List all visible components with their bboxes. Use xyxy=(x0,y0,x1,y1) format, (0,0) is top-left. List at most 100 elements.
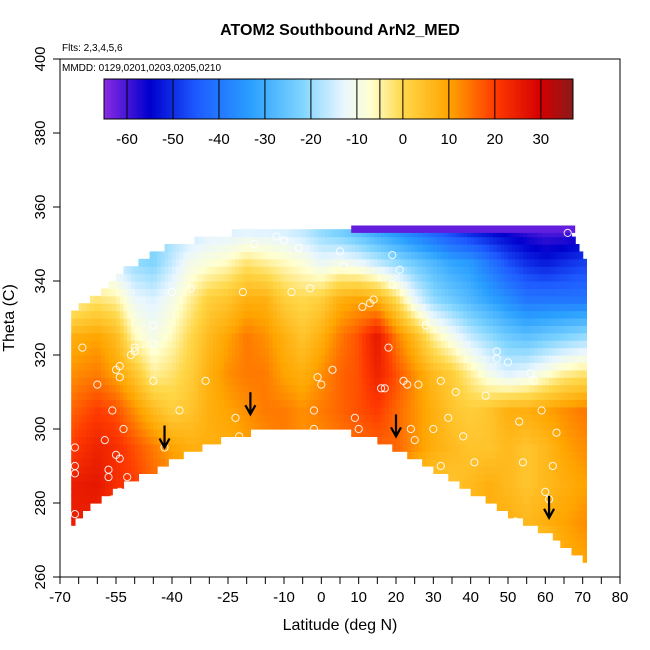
heatmap-cell xyxy=(116,466,121,474)
heatmap-cell xyxy=(183,273,188,282)
heatmap-cell xyxy=(481,399,487,408)
heatmap-cell xyxy=(186,355,192,363)
heatmap-cell xyxy=(351,377,356,386)
heatmap-cell xyxy=(381,362,386,371)
heatmap-cell xyxy=(549,466,554,474)
heatmap-cell xyxy=(362,421,367,430)
heatmap-cell xyxy=(112,399,117,408)
heatmap-cell xyxy=(257,399,263,408)
heatmap-cell xyxy=(74,362,80,371)
heatmap-cell xyxy=(179,414,184,423)
heatmap-cell xyxy=(194,384,199,393)
heatmap-cell xyxy=(552,532,558,541)
heatmap-cell xyxy=(358,251,363,260)
heatmap-cell xyxy=(508,347,513,356)
heatmap-cell xyxy=(575,510,580,519)
heatmap-cell xyxy=(108,332,113,341)
heatmap-cell xyxy=(216,384,222,393)
heatmap-cell xyxy=(175,406,181,415)
heatmap-cell xyxy=(104,355,110,363)
heatmap-cell xyxy=(515,488,520,497)
heatmap-cell xyxy=(302,399,307,408)
heatmap-cell xyxy=(403,429,408,437)
heatmap-cell xyxy=(265,229,270,238)
sample-point xyxy=(406,424,415,434)
heatmap-cell xyxy=(575,414,580,423)
heatmap-cell xyxy=(582,332,587,341)
heatmap-cell xyxy=(425,436,431,445)
colorbar-swatch xyxy=(209,79,213,119)
heatmap-cell xyxy=(556,473,561,482)
heatmap-cell xyxy=(153,466,158,474)
heatmap-cell xyxy=(231,303,237,312)
heatmap-cell xyxy=(134,473,139,482)
heatmap-cell xyxy=(93,443,98,452)
heatmap-cell xyxy=(224,273,229,282)
heatmap-cell xyxy=(578,488,584,497)
heatmap-cell xyxy=(489,266,494,275)
heatmap-cell xyxy=(347,251,352,260)
heatmap-cell xyxy=(142,451,147,460)
heatmap-cell xyxy=(444,451,449,460)
colorbar-swatch xyxy=(441,79,445,119)
heatmap-cell xyxy=(474,443,479,452)
heatmap-cell xyxy=(284,369,289,378)
heatmap-cell xyxy=(246,347,251,356)
heatmap-cell xyxy=(545,251,550,260)
heatmap-cell xyxy=(384,251,390,260)
heatmap-cell xyxy=(500,236,505,245)
heatmap-cell xyxy=(306,384,311,393)
heatmap-cell xyxy=(366,229,371,238)
heatmap-cell xyxy=(272,421,278,430)
heatmap-cell xyxy=(354,281,360,289)
heatmap-cell xyxy=(556,480,561,489)
heatmap-cell xyxy=(310,229,315,238)
heatmap-cell xyxy=(104,288,110,297)
colorbar-swatch xyxy=(140,79,144,119)
heatmap-cell xyxy=(164,310,169,319)
heatmap-cell xyxy=(328,325,334,334)
colorbar-swatch xyxy=(386,79,390,119)
heatmap-cell xyxy=(149,288,154,297)
heatmap-cell xyxy=(291,355,296,363)
heatmap-cell xyxy=(257,281,263,289)
heatmap-cell xyxy=(429,251,434,260)
heatmap-cell xyxy=(201,399,207,408)
heatmap-cell xyxy=(321,229,326,238)
heatmap-cell xyxy=(160,355,166,363)
heatmap-cell xyxy=(511,310,517,319)
heatmap-cell xyxy=(306,362,311,371)
colorbar-swatch xyxy=(161,79,165,119)
sample-point xyxy=(541,487,550,496)
heatmap-cell xyxy=(373,310,378,319)
heatmap-cell xyxy=(493,488,498,497)
heatmap-cell xyxy=(298,325,304,334)
heatmap-cell xyxy=(381,340,386,349)
heatmap-cell xyxy=(362,392,367,400)
heatmap-cell xyxy=(336,332,341,341)
heatmap-cell xyxy=(410,332,416,341)
heatmap-cell xyxy=(541,392,546,400)
heatmap-cell xyxy=(578,281,584,289)
heatmap-cell xyxy=(578,325,584,334)
heatmap-cell xyxy=(328,392,334,400)
heatmap-cell xyxy=(433,436,438,445)
heatmap-cell xyxy=(455,443,461,452)
heatmap-cell xyxy=(534,362,539,371)
heatmap-cell xyxy=(541,503,546,511)
heatmap-cell xyxy=(116,414,121,423)
heatmap-cell xyxy=(220,251,225,260)
heatmap-cell xyxy=(448,229,453,238)
heatmap-cell xyxy=(549,384,554,393)
heatmap-cell xyxy=(127,443,132,452)
heatmap-cell xyxy=(123,399,128,408)
heatmap-cell xyxy=(280,288,285,297)
heatmap-cell xyxy=(422,458,427,467)
heatmap-cell xyxy=(108,355,113,363)
heatmap-cell xyxy=(280,347,285,356)
heatmap-cell xyxy=(119,295,125,304)
heatmap-cell xyxy=(183,377,188,386)
heatmap-cell xyxy=(224,325,229,334)
heatmap-cell xyxy=(530,266,535,275)
heatmap-cell xyxy=(478,347,483,356)
